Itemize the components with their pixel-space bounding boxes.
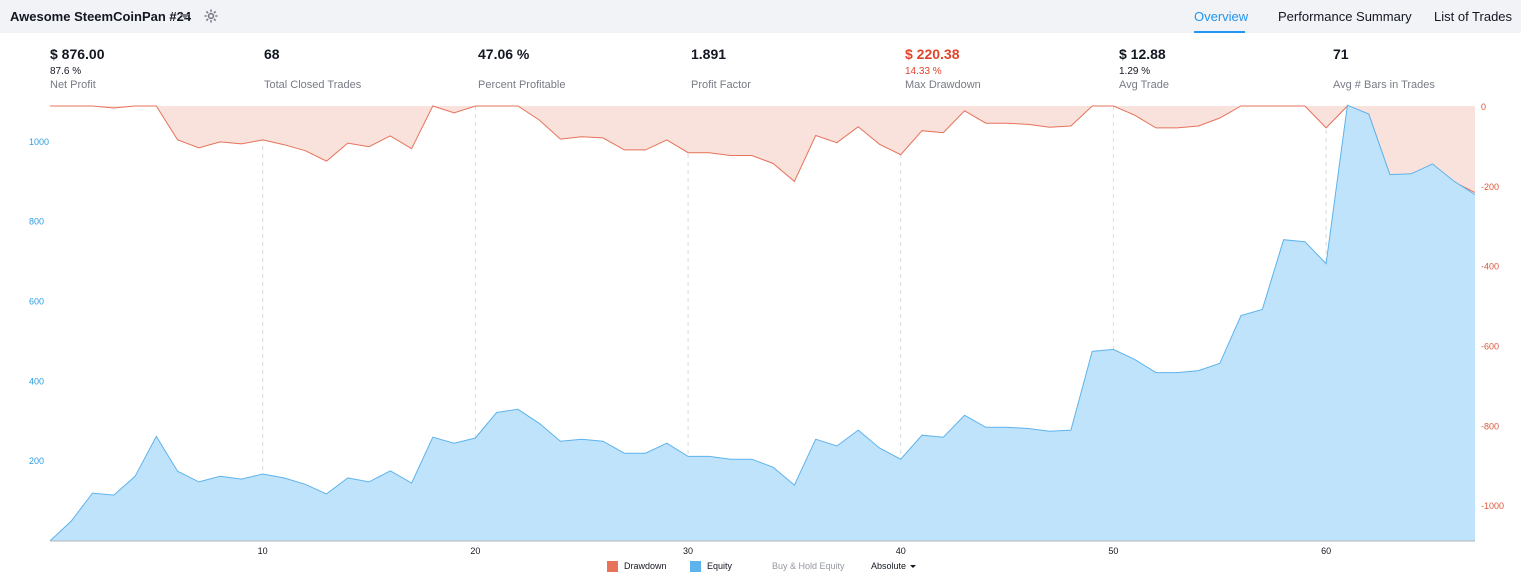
x-axis-tick-label: 20 xyxy=(470,546,480,556)
chevron-down-icon xyxy=(910,565,917,569)
drawdown-area xyxy=(50,106,1475,193)
right-axis-ticks: 0 -200 -400 -600 -800 -1000 xyxy=(1481,102,1504,511)
equity-swatch xyxy=(690,561,701,572)
stat-value: 68 xyxy=(264,46,280,62)
stat-max-drawdown: $ 220.38 14.33 % Max Drawdown xyxy=(905,46,1105,91)
legend-label: Equity xyxy=(707,561,733,571)
stat-value: 71 xyxy=(1333,46,1349,62)
x-axis-tick-label: 60 xyxy=(1321,546,1331,556)
stat-net-profit: $ 876.00 87.6 % Net Profit xyxy=(50,46,250,91)
stat-percent-profitable: 47.06 % Percent Profitable xyxy=(478,46,678,91)
left-axis-tick-label: 800 xyxy=(29,217,44,227)
right-axis-tick-label: -400 xyxy=(1481,262,1499,272)
active-tab-indicator xyxy=(1194,31,1245,33)
tab-performance-summary[interactable]: Performance Summary xyxy=(1278,9,1412,24)
gear-icon[interactable] xyxy=(203,8,219,24)
stat-sub: 1.29 % xyxy=(1119,66,1151,77)
stat-avg-bars-in-trades: 71 Avg # Bars in Trades xyxy=(1333,46,1521,91)
left-axis-tick-label: 1000 xyxy=(29,137,49,147)
stat-label: Total Closed Trades xyxy=(264,79,362,91)
legend-label: Buy & Hold Equity xyxy=(772,561,845,571)
scale-mode-dropdown[interactable]: Absolute xyxy=(871,561,917,571)
x-axis-tick-label: 10 xyxy=(258,546,268,556)
stat-total-closed-trades: 68 Total Closed Trades xyxy=(264,46,464,91)
tab-list-of-trades[interactable]: List of Trades xyxy=(1434,9,1513,24)
stat-sub: 87.6 % xyxy=(50,66,82,77)
left-axis-ticks: 200 400 600 800 1000 xyxy=(29,137,49,466)
stat-label: Avg # Bars in Trades xyxy=(1333,79,1435,91)
right-axis-tick-label: -800 xyxy=(1481,421,1499,431)
top-bar: Awesome SteemCoinPan #24 Overview Perfor… xyxy=(0,0,1521,33)
stat-profit-factor: 1.891 Profit Factor xyxy=(691,46,891,91)
right-axis-tick-label: -1000 xyxy=(1481,501,1504,511)
stat-value: 47.06 % xyxy=(478,46,530,62)
stat-value: $ 12.88 xyxy=(1119,46,1166,62)
stat-value: $ 876.00 xyxy=(50,46,105,62)
stat-label: Net Profit xyxy=(50,79,96,91)
equity-line xyxy=(49,104,1476,542)
stat-label: Percent Profitable xyxy=(478,79,566,91)
tab-overview[interactable]: Overview xyxy=(1194,9,1249,24)
x-axis-tick-label: 30 xyxy=(683,546,693,556)
left-axis-tick-label: 400 xyxy=(29,376,44,386)
stat-label: Profit Factor xyxy=(691,79,751,91)
right-axis-tick-label: 0 xyxy=(1481,102,1486,112)
stat-avg-trade: $ 12.88 1.29 % Avg Trade xyxy=(1119,46,1319,91)
stat-value: 1.891 xyxy=(691,46,727,62)
drawdown-line xyxy=(50,105,1476,194)
stat-label: Avg Trade xyxy=(1119,79,1169,91)
chevron-down-icon[interactable] xyxy=(180,14,190,19)
strategy-title: Awesome SteemCoinPan #24 xyxy=(10,9,192,24)
right-axis-tick-label: -600 xyxy=(1481,341,1499,351)
legend-label: Drawdown xyxy=(624,561,667,571)
scale-mode-label: Absolute xyxy=(871,561,907,571)
x-axis-tick-label: 50 xyxy=(1108,546,1118,556)
equity-area xyxy=(50,105,1475,541)
stat-sub: 14.33 % xyxy=(905,66,942,77)
left-axis-tick-label: 200 xyxy=(29,456,44,466)
right-axis-tick-label: -200 xyxy=(1481,182,1499,192)
stat-value: $ 220.38 xyxy=(905,46,960,62)
left-axis-tick-label: 600 xyxy=(29,297,44,307)
drawdown-swatch xyxy=(607,561,618,572)
x-axis-ticks: 10 20 30 40 50 60 xyxy=(258,546,1331,556)
x-axis-tick-label: 40 xyxy=(896,546,906,556)
stat-label: Max Drawdown xyxy=(905,79,981,91)
